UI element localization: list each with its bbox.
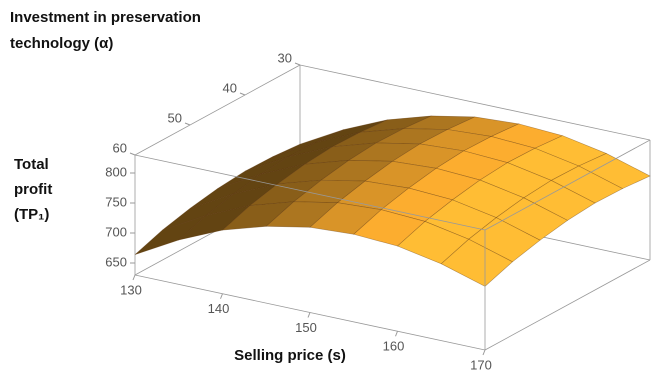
box-edge (484, 259, 651, 351)
y-tick (129, 152, 136, 156)
box-edge (134, 64, 301, 156)
title-line: Investment in preservation (10, 9, 201, 26)
x-tick-label: 130 (120, 282, 142, 297)
z-tick-label: 650 (105, 254, 127, 269)
y-tick (184, 122, 191, 126)
y-tick (294, 62, 301, 66)
x-tick (132, 274, 136, 281)
x-tick (482, 349, 486, 356)
x-tick (307, 312, 311, 318)
x-tick (220, 293, 223, 299)
z-tick-label: 750 (105, 194, 127, 209)
z-tick-label: 800 (105, 164, 127, 179)
box-edge (484, 139, 651, 231)
z-label-line: Total (14, 156, 49, 173)
y-tick-label: 60 (113, 140, 127, 155)
x-tick-label: 150 (295, 320, 317, 335)
y-tick-label: 30 (278, 50, 292, 65)
y-tick-label: 50 (168, 110, 182, 125)
x-tick-label: 170 (470, 357, 492, 372)
x-tick-label: 160 (383, 339, 405, 354)
y-tick-label: 40 (223, 80, 237, 95)
y-tick (239, 92, 246, 96)
z-label-line: profit (14, 181, 52, 198)
box-edge (299, 64, 651, 141)
title-line: technology (α) (10, 35, 113, 52)
x-tick (395, 331, 398, 337)
x-tick-label: 140 (208, 301, 230, 316)
x-label: Selling price (s) (234, 347, 346, 364)
z-label-line: (TP₁) (14, 206, 49, 223)
box-edge (134, 154, 486, 231)
z-tick-label: 700 (105, 224, 127, 239)
